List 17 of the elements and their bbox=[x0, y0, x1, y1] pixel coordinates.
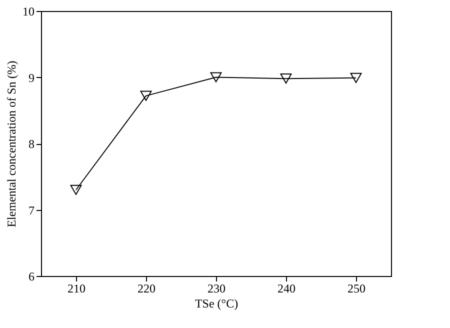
point bbox=[280, 74, 292, 84]
y-tick-label: 6 bbox=[28, 270, 34, 284]
x-tick-label: 250 bbox=[348, 282, 366, 296]
y-tick-label: 8 bbox=[28, 137, 34, 151]
y-tick-label: 9 bbox=[28, 70, 34, 85]
y-axis-title: Elemental concentration of Sn (%) bbox=[4, 60, 18, 228]
point bbox=[350, 72, 362, 83]
point bbox=[70, 184, 82, 195]
x-tick-label: 210 bbox=[68, 282, 86, 296]
point bbox=[140, 90, 152, 101]
x-tick-label: 220 bbox=[138, 282, 156, 296]
y-tick-label: 10 bbox=[22, 4, 34, 18]
y-tick-label: 7 bbox=[28, 203, 34, 218]
x-tick-label: 240 bbox=[278, 282, 296, 296]
point bbox=[210, 72, 222, 82]
x-tick-label: 230 bbox=[208, 282, 226, 296]
x-axis-title: TSe (°C) bbox=[194, 296, 238, 310]
